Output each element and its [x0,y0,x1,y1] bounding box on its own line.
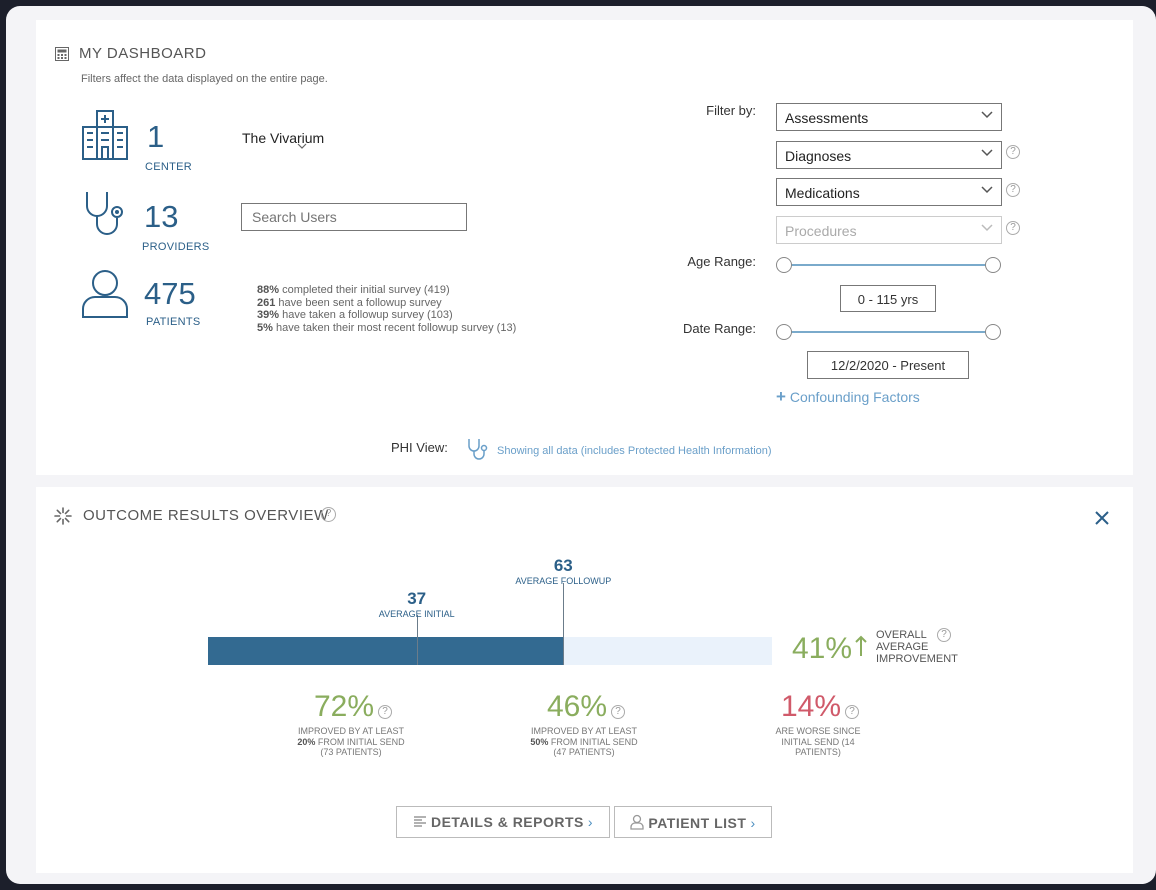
outcome-bar-fill [208,637,564,665]
stethoscope-icon[interactable] [466,438,488,462]
average-followup: 63 AVERAGE FOLLOWUP [503,556,623,586]
confounding-factors-link[interactable]: + Confounding Factors [776,387,920,407]
close-icon[interactable] [1094,510,1110,526]
survey-line: 261 have been sent a followup survey [257,296,442,309]
age-max-handle[interactable] [985,257,1001,273]
help-icon[interactable]: ? [1006,221,1020,235]
stat-caption: ARE WORSE SINCE INITIAL SEND (14 PATIENT… [775,726,861,757]
age-range-track [788,264,994,266]
average-followup-marker [563,583,565,665]
arrow-up-icon [855,635,867,656]
average-followup-value: 63 [553,556,573,575]
providers-count: 13 [144,199,179,234]
filter-by-label: Filter by: [706,103,756,118]
average-initial-value: 37 [407,589,427,608]
filter-hint: Filters affect the data displayed on the… [81,73,328,85]
select-value: Procedures [785,223,857,239]
overall-improvement: 41% [792,632,868,666]
hospital-icon [82,110,128,160]
assessments-select[interactable]: Assessments [776,103,1002,131]
help-icon[interactable]: ? [1006,145,1020,159]
chevron-down-icon [981,224,993,232]
my-dashboard-panel: MY DASHBOARD Filters affect the data dis… [36,20,1133,475]
select-value: Medications [785,185,860,201]
help-icon[interactable]: ? [1006,183,1020,197]
average-initial: 37 AVERAGE INITIAL [357,589,477,619]
asterisk-icon [54,507,72,525]
stat-caption: IMPROVED BY AT LEAST 50% FROM INITIAL SE… [530,726,638,757]
center-label: CENTER [145,161,193,173]
average-initial-label: AVERAGE INITIAL [378,609,455,619]
date-min-handle[interactable] [776,324,792,340]
chevron-right-icon: › [750,815,756,831]
search-users-input[interactable] [241,203,467,231]
stat-caption: IMPROVED BY AT LEAST 20% FROM INITIAL SE… [297,726,405,757]
average-initial-marker [416,615,418,665]
calculator-icon [55,47,69,61]
chevron-down-icon [981,186,993,194]
help-icon[interactable]: ? [845,705,860,719]
list-icon [413,816,426,827]
stat-percent: 14% [780,690,842,723]
stat-percent: 46% [546,690,608,723]
help-icon[interactable]: ? [937,628,951,642]
survey-line: 5% have taken their most recent followup… [257,321,517,334]
center-count: 1 [147,119,165,154]
average-followup-label: AVERAGE FOLLOWUP [515,576,612,586]
age-min-handle[interactable] [776,257,792,273]
procedures-select: Procedures [776,216,1002,244]
overall-improvement-label: OVERALL AVERAGE IMPROVEMENT [876,629,958,665]
survey-line: 88% completed their initial survey (419) [257,284,450,296]
age-range-label: Age Range: [687,254,756,269]
date-range-value: 12/2/2020 - Present [807,351,969,379]
stethoscope-icon [86,192,123,235]
user-icon [630,814,645,830]
page-title: MY DASHBOARD [79,45,207,62]
plus-icon: + [776,387,786,406]
date-range-label: Date Range: [683,321,756,336]
phi-view-label: PHI View: [391,440,448,455]
outcome-title: OUTCOME RESULTS OVERVIEW [83,507,329,524]
stat-percent: 72% [313,690,375,723]
select-value: Assessments [785,110,869,126]
chevron-down-icon [981,111,993,119]
date-range-track [788,331,994,333]
survey-line: 39% have taken a followup survey (103) [257,309,453,321]
patient-list-label: PATIENT LIST [648,815,747,831]
select-value: Diagnoses [785,148,852,164]
age-range-value: 0 - 115 yrs [840,285,936,312]
center-selector[interactable]: The Vivarium [242,130,325,149]
help-icon[interactable]: ? [378,705,393,719]
improved-50-stat: 46%? IMPROVED BY AT LEAST 50% FROM INITI… [504,690,664,758]
overall-improvement-value: 41% [792,632,853,665]
user-icon [82,270,128,318]
providers-label: PROVIDERS [142,241,210,253]
app-frame: MY DASHBOARD Filters affect the data dis… [6,6,1156,884]
patient-list-button[interactable]: PATIENT LIST › [614,806,772,838]
confounding-factors-label: Confounding Factors [789,389,920,405]
phi-status-text: Showing all data (includes Protected Hea… [497,445,772,457]
patients-count: 475 [144,276,196,311]
center-name: The Vivarium [242,130,325,146]
diagnoses-select[interactable]: Diagnoses [776,141,1002,169]
chevron-down-icon [981,149,993,157]
improved-20-stat: 72%? IMPROVED BY AT LEAST 20% FROM INITI… [271,690,431,758]
date-max-handle[interactable] [985,324,1001,340]
patients-label: PATIENTS [146,316,201,328]
chevron-down-icon [297,143,307,149]
outcome-results-panel: OUTCOME RESULTS OVERVIEW ? 37 AVERAGE IN… [36,487,1133,873]
details-reports-button[interactable]: DETAILS & REPORTS › [396,806,610,838]
outcome-bar-track [208,637,772,665]
details-reports-label: DETAILS & REPORTS [430,814,584,830]
worse-stat: 14%? ARE WORSE SINCE INITIAL SEND (14 PA… [748,690,888,758]
help-icon[interactable]: ? [321,507,336,522]
chevron-right-icon: › [587,814,594,830]
survey-summary: 88% completed their initial survey (419)… [257,284,516,334]
help-icon[interactable]: ? [611,705,626,719]
medications-select[interactable]: Medications [776,178,1002,206]
